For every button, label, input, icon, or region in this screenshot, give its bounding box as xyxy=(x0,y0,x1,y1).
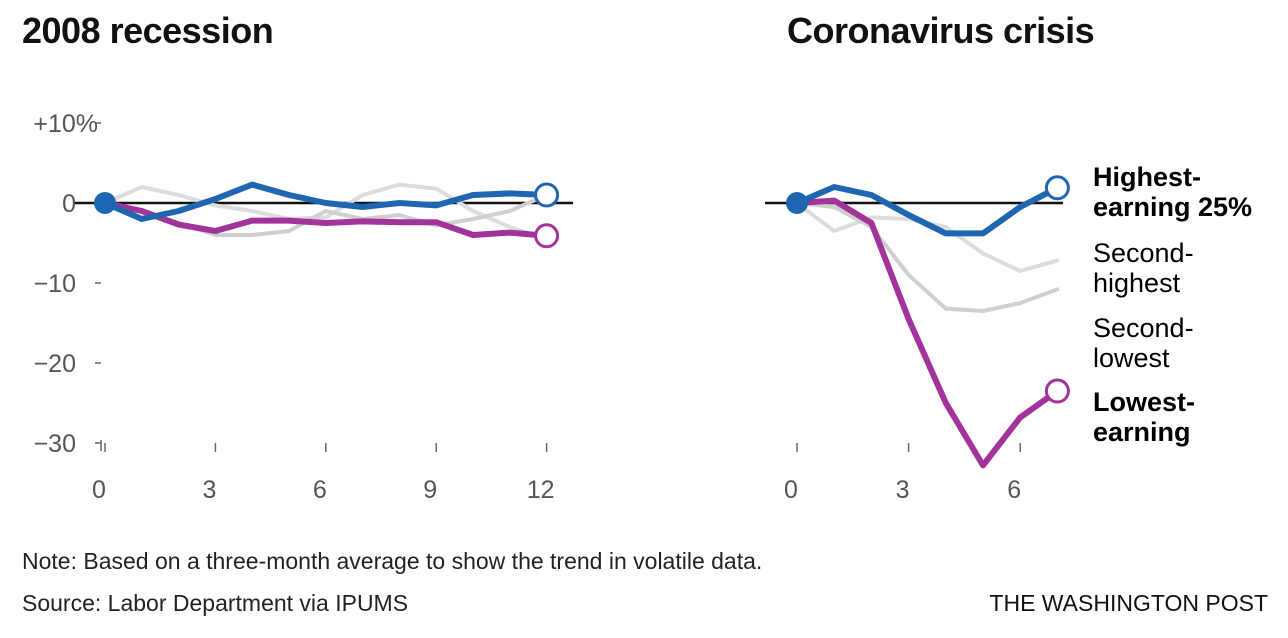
footnote: Note: Based on a three-month average to … xyxy=(22,548,763,574)
legend-second-lowest-line2: lowest xyxy=(1093,343,1170,373)
x-tick-label: 6 xyxy=(313,476,327,504)
credit-line: THE WASHINGTON POST xyxy=(989,590,1268,616)
y-tick-label: 0 xyxy=(62,190,76,218)
end-marker-highest-earning-25- xyxy=(1044,175,1070,201)
x-tick-label: 9 xyxy=(423,476,437,504)
series-line-highest-earning-25- xyxy=(794,184,1061,237)
y-tick-label: −10 xyxy=(34,270,76,298)
x-tick-label: 0 xyxy=(92,476,106,504)
legend-highest-line2: earning 25% xyxy=(1093,192,1253,222)
x-tick-label: 3 xyxy=(896,476,910,504)
legend-second-lowest-line1: Second- xyxy=(1093,313,1194,343)
series-line-second-lowest xyxy=(795,201,1060,313)
series-line-second-highest xyxy=(795,201,1060,273)
x-tick-label: 12 xyxy=(527,476,555,504)
series-line-lowest-earning xyxy=(102,200,550,239)
chart-title-coronavirus-crisis: Coronavirus crisis xyxy=(787,10,1095,51)
x-tick-label: 6 xyxy=(1007,476,1021,504)
start-dot xyxy=(786,192,808,214)
chart-title-2008-recession: 2008 recession xyxy=(22,10,274,51)
source-line: Source: Labor Department via IPUMS xyxy=(22,590,409,616)
legend-second-highest: Second- highest xyxy=(1093,238,1288,298)
legend-second-lowest: Second- lowest xyxy=(1093,313,1288,373)
legend-highest-line1: Highest- xyxy=(1093,162,1201,192)
series-line-second-highest xyxy=(103,182,549,241)
legend-lowest-line1: Lowest- xyxy=(1093,387,1196,417)
end-marker-highest-earning-25- xyxy=(534,182,560,208)
legend-second-highest-line2: highest xyxy=(1093,268,1181,298)
legend-second-highest-line1: Second- xyxy=(1093,238,1194,268)
x-tick-label: 0 xyxy=(784,476,798,504)
legend-lowest-earning: Lowest- earning xyxy=(1093,387,1288,447)
y-tick-label: −20 xyxy=(34,350,76,378)
x-tick-label: 3 xyxy=(202,476,216,504)
series-line-highest-earning-25- xyxy=(102,181,550,222)
end-marker-lowest-earning xyxy=(534,223,560,249)
end-marker-lowest-earning xyxy=(1044,378,1070,404)
legend-highest-earning: Highest- earning 25% xyxy=(1093,162,1288,222)
series-line-lowest-earning xyxy=(794,197,1061,469)
y-tick-label: −30 xyxy=(34,430,76,458)
legend-lowest-line2: earning xyxy=(1093,417,1191,447)
start-dot xyxy=(94,192,116,214)
y-tick-label: +10% xyxy=(33,110,98,138)
